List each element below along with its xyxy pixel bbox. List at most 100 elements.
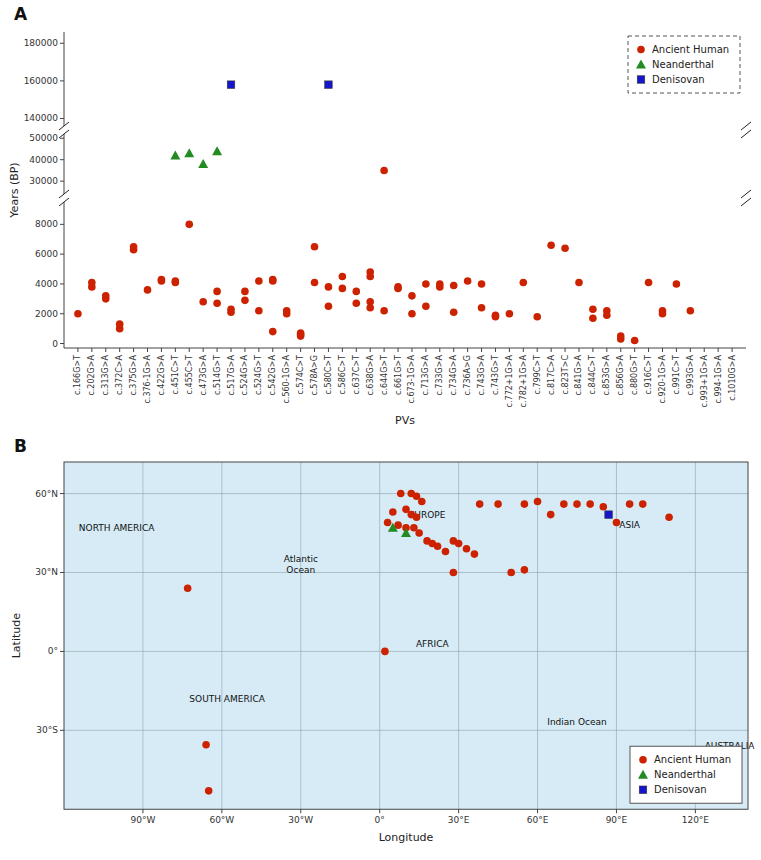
y-tick — [60, 224, 64, 225]
data-point — [116, 320, 124, 328]
data-point — [645, 279, 653, 287]
y-tick-label: 40000 — [29, 155, 58, 165]
data-point — [311, 243, 319, 251]
y-tick — [60, 254, 64, 255]
data-point — [255, 277, 263, 285]
x-tick — [384, 348, 385, 352]
data-point — [213, 300, 221, 308]
axis-break — [59, 122, 69, 130]
axis-break — [741, 122, 751, 130]
x-tick-label: c.578A>G — [310, 355, 319, 396]
chart-root: A020004000600080003000040000500001400001… — [0, 0, 761, 860]
data-point — [422, 302, 430, 310]
data-point — [534, 498, 542, 506]
grid-line — [64, 493, 748, 494]
x-tick-label: 30°E — [448, 815, 470, 825]
data-point — [589, 305, 597, 313]
y-tick-label: 160000 — [24, 76, 59, 86]
x-tick — [439, 348, 440, 352]
map-background — [64, 462, 748, 809]
y-tick-label: 30°N — [35, 567, 58, 577]
grid-line — [300, 462, 301, 809]
x-tick — [272, 348, 273, 352]
x-tick-label: c.772+1G>A — [505, 354, 514, 407]
x-tick-label: c.916C>T — [644, 355, 653, 395]
map-label-line: Ocean — [286, 565, 315, 575]
x-tick-label: c.580C>T — [324, 355, 333, 395]
data-point — [418, 498, 426, 506]
x-tick-label: 30°W — [288, 815, 313, 825]
axis-break — [741, 198, 751, 206]
x-tick-label: c.991C>T — [672, 355, 681, 395]
data-point — [172, 279, 180, 287]
grid-line — [142, 462, 143, 809]
y-tick-label: 60°N — [35, 489, 58, 499]
map-label-line: ASIA — [619, 520, 641, 530]
x-tick-label: c.993+1G>A — [700, 354, 709, 407]
data-point — [547, 241, 555, 249]
y-tick — [60, 730, 64, 731]
data-point — [184, 584, 192, 592]
grid-line — [64, 730, 748, 731]
x-tick-label: c.993G>A — [686, 354, 695, 395]
data-point — [380, 167, 388, 175]
x-tick — [398, 348, 399, 352]
y-tick-label: 4000 — [35, 279, 58, 289]
x-tick-label: 120°E — [682, 815, 710, 825]
x-tick — [509, 348, 510, 352]
x-tick-label: c.202G>A — [87, 354, 96, 395]
data-point — [241, 297, 249, 305]
data-point — [434, 542, 442, 550]
map-label-line: Indian Ocean — [547, 717, 606, 727]
x-tick — [453, 348, 454, 352]
x-tick — [379, 809, 380, 813]
x-tick — [676, 348, 677, 352]
data-point — [617, 335, 625, 343]
y-axis-line — [64, 32, 65, 126]
data-point — [521, 500, 529, 508]
data-point — [533, 313, 541, 321]
y-tick-label: 30°S — [36, 725, 58, 735]
x-tick — [147, 348, 148, 352]
x-tick-label: c.743G>A — [477, 354, 486, 395]
data-point — [199, 298, 207, 306]
x-tick — [616, 809, 617, 813]
data-point — [408, 292, 416, 300]
x-axis-line — [64, 348, 746, 349]
legend-symbol — [636, 60, 646, 69]
x-tick — [718, 348, 719, 352]
x-tick-label: 60°E — [527, 815, 549, 825]
data-point — [506, 310, 514, 318]
data-point — [394, 285, 402, 293]
grid-line — [379, 462, 380, 809]
x-tick-label: c.542G>A — [268, 354, 277, 395]
x-tick-label: c.823T>C — [561, 355, 570, 395]
x-tick — [300, 809, 301, 813]
y-tick — [60, 80, 64, 81]
y-tick — [60, 313, 64, 314]
data-point — [184, 148, 194, 157]
x-tick — [142, 809, 143, 813]
y-tick-label: 6000 — [35, 249, 58, 259]
data-point — [255, 307, 263, 315]
x-tick — [370, 348, 371, 352]
data-point — [605, 511, 613, 518]
x-tick — [77, 348, 78, 352]
data-point — [212, 146, 222, 155]
data-point — [464, 277, 472, 285]
x-tick — [203, 348, 204, 352]
x-tick-label: 90°E — [606, 815, 628, 825]
x-tick-label: c.841G>A — [574, 354, 583, 395]
map-label-line: Atlantic — [284, 554, 318, 564]
y-tick-label: 180000 — [24, 38, 59, 48]
x-tick-label: c.560-1G>A — [282, 354, 291, 403]
legend-label: Ancient Human — [654, 754, 731, 765]
x-tick — [189, 348, 190, 352]
data-point — [339, 273, 347, 281]
data-point — [665, 513, 673, 521]
data-point — [673, 280, 681, 288]
x-tick-label: c.920-1G>A — [658, 354, 667, 403]
data-point — [366, 304, 374, 312]
x-tick-label: c.853G>A — [602, 354, 611, 395]
y-axis-line — [64, 134, 65, 194]
